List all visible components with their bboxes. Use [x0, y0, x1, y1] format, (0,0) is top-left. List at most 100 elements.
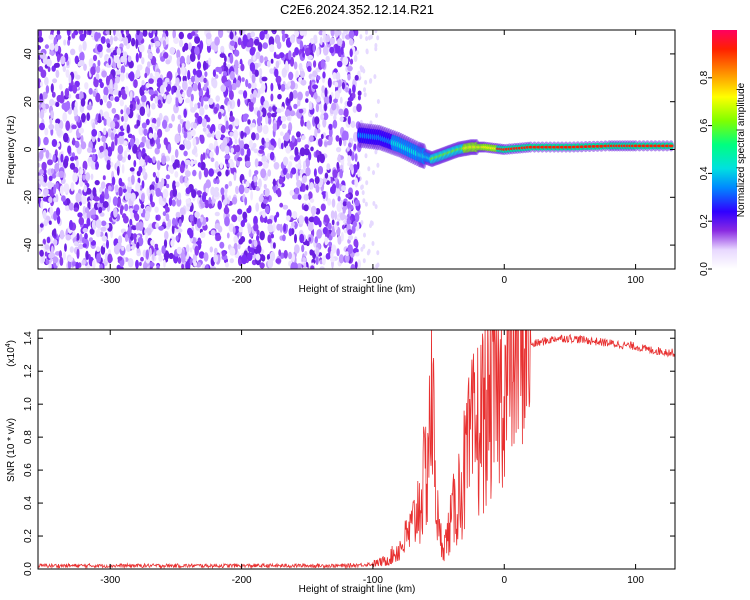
heatmap-cell: [166, 183, 170, 189]
heatmap-cell: [270, 58, 274, 64]
heatmap-cell: [138, 44, 145, 53]
heatmap-cell: [55, 62, 60, 68]
heatmap-cell: [133, 79, 138, 89]
heatmap-cell: [246, 148, 251, 158]
heatmap-cell: [120, 30, 124, 34]
heatmap-cell: [135, 182, 141, 193]
heatmap-cell: [338, 202, 342, 212]
heatmap-cell: [254, 170, 259, 175]
heatmap-cell: [78, 127, 85, 134]
heatmap-cell: [59, 95, 65, 104]
heatmap-cell: [261, 76, 268, 82]
heatmap-cell: [85, 250, 89, 261]
heatmap-cell: [190, 107, 196, 113]
heatmap-cell: [131, 174, 135, 185]
heatmap-cell: [194, 36, 201, 44]
heatmap-cell: [354, 153, 358, 162]
heatmap-cell: [59, 185, 64, 196]
heatmap-cell: [139, 141, 145, 148]
heatmap-cell: [373, 74, 377, 80]
heatmap-cell: [339, 96, 343, 104]
heatmap-cell: [329, 46, 335, 54]
heatmap-cell: [354, 199, 360, 207]
heatmap-cell: [90, 173, 94, 180]
heatmap-cell: [320, 91, 325, 98]
heatmap-cell: [289, 110, 296, 117]
heatmap-cell: [291, 222, 295, 227]
heatmap-cell: [221, 251, 226, 257]
heatmap-cell: [349, 137, 354, 144]
heatmap-cell: [38, 44, 41, 51]
heatmap-cell: [106, 162, 111, 170]
heatmap-cell: [116, 242, 122, 250]
heatmap-cell: [168, 252, 174, 260]
heatmap-cell: [213, 190, 220, 198]
heatmap-cell: [55, 182, 59, 190]
heatmap-cell: [220, 84, 227, 93]
heatmap-cell: [109, 120, 116, 129]
heatmap-cell: [185, 120, 191, 131]
heatmap-cell: [148, 262, 155, 267]
heatmap-cell: [336, 161, 340, 169]
heatmap-cell: [375, 113, 378, 118]
heatmap-cell: [154, 206, 159, 213]
heatmap-cell: [103, 111, 110, 120]
heatmap-cell: [353, 131, 358, 143]
heatmap-cell: [320, 113, 325, 121]
heatmap-cell: [348, 142, 352, 148]
heatmap-cell: [81, 259, 86, 266]
heatmap-cell: [162, 188, 169, 199]
heatmap-cell: [357, 90, 362, 96]
heatmap-cell: [113, 121, 120, 129]
heatmap-cell: [156, 249, 162, 256]
y-tick-label: 40: [23, 48, 34, 60]
heatmap-cell: [98, 206, 103, 214]
heatmap-cell: [339, 168, 343, 179]
snr-background: [38, 330, 675, 569]
heatmap-cell: [50, 168, 55, 174]
heatmap-cell: [203, 83, 207, 92]
heatmap-cell: [297, 194, 302, 201]
heatmap-cell: [75, 74, 81, 80]
heatmap-cell: [343, 30, 349, 35]
heatmap-cell: [154, 147, 160, 155]
heatmap-cell: [40, 243, 45, 249]
heatmap-cell: [92, 187, 97, 197]
heatmap-cell: [250, 31, 256, 38]
heatmap-cell: [68, 85, 74, 92]
heatmap-cell: [40, 81, 43, 88]
heatmap-cell: [264, 205, 270, 214]
heatmap-cell: [217, 200, 222, 210]
heatmap-cell: [231, 82, 237, 91]
heatmap-cell: [354, 177, 359, 188]
heatmap-cell: [220, 45, 225, 53]
heatmap-cell: [49, 42, 55, 51]
heatmap-cell: [273, 162, 280, 170]
heatmap-cell: [194, 245, 199, 256]
heatmap-cell: [114, 96, 120, 102]
heatmap-cell: [292, 51, 296, 58]
heatmap-cell: [265, 137, 270, 143]
heatmap-cell: [296, 179, 302, 188]
heatmap-cell: [56, 30, 61, 36]
heatmap-cell: [270, 138, 276, 146]
heatmap-cell: [192, 137, 197, 147]
signal-track: [356, 122, 675, 169]
snr-y-axis-label: SNR (10 * v/v): [6, 418, 17, 482]
heatmap-cell: [248, 37, 254, 48]
heatmap-cell: [238, 238, 244, 245]
heatmap-cell: [117, 144, 124, 155]
heatmap-cell: [330, 30, 335, 37]
heatmap-cell: [313, 60, 317, 68]
heatmap-cell: [114, 82, 118, 92]
x-tick-label: 100: [627, 575, 644, 586]
heatmap-cell: [136, 30, 140, 36]
heatmap-cell: [118, 177, 123, 186]
heatmap-cell: [132, 144, 138, 154]
heatmap-cell: [56, 127, 62, 137]
heatmap-cell: [81, 113, 86, 123]
heatmap-cell: [131, 225, 137, 231]
heatmap-cell: [143, 261, 148, 269]
heatmap-cell: [249, 93, 254, 100]
heatmap-cell: [70, 234, 74, 240]
